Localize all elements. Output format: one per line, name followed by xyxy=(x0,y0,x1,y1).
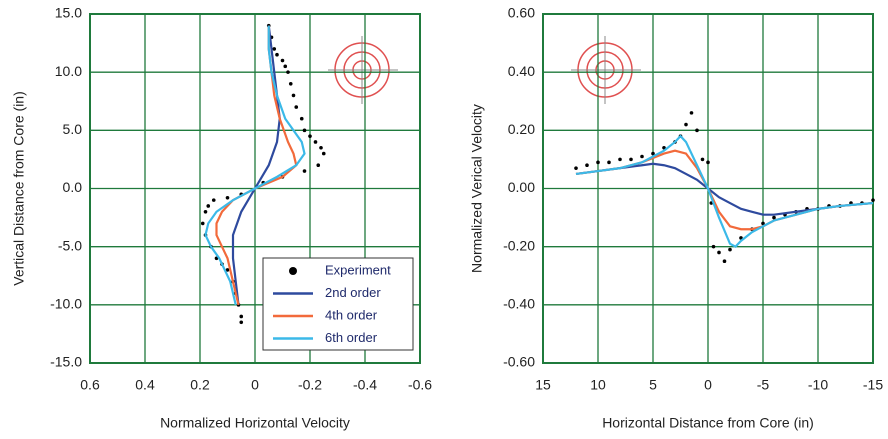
data-point xyxy=(200,221,205,226)
series-line xyxy=(231,25,281,305)
data-point xyxy=(211,198,216,202)
data-point xyxy=(206,204,211,208)
series-line xyxy=(204,25,306,306)
data-point xyxy=(618,157,622,162)
legend-marker xyxy=(289,267,297,275)
series-line xyxy=(575,162,874,216)
data-point xyxy=(302,169,307,173)
data-point xyxy=(585,163,589,168)
data-point xyxy=(772,215,776,220)
data-point xyxy=(319,145,323,150)
data-point xyxy=(225,268,230,272)
x-tick-label: 15 xyxy=(535,377,551,393)
y-tick-label: 0.60 xyxy=(508,5,535,21)
data-point xyxy=(291,93,296,98)
data-point xyxy=(651,151,655,156)
data-point xyxy=(629,157,633,162)
x-tick-label: -5 xyxy=(757,377,770,393)
data-point xyxy=(316,163,321,168)
data-point xyxy=(239,314,244,319)
legend-label: 2nd order xyxy=(325,285,381,300)
data-point xyxy=(313,140,318,144)
legend-box xyxy=(262,257,414,351)
data-point xyxy=(695,128,699,133)
plot-frame xyxy=(89,13,421,364)
x-tick-label: 0.4 xyxy=(135,377,155,393)
x-tick-label: -0.2 xyxy=(298,377,322,393)
x-axis-label: Normalized Horizontal Velocity xyxy=(160,415,350,431)
data-point xyxy=(239,320,244,325)
data-point xyxy=(871,198,875,202)
data-point xyxy=(294,105,299,109)
data-point xyxy=(706,160,710,165)
data-point xyxy=(288,82,293,86)
y-tick-label: 0.0 xyxy=(63,179,83,195)
plot-frame xyxy=(542,13,874,364)
x-axis-label: Horizontal Distance from Core (in) xyxy=(602,415,814,431)
x-tick-label: 0.6 xyxy=(80,377,100,393)
y-tick-label: -0.20 xyxy=(503,237,535,253)
data-point xyxy=(700,157,705,162)
data-point xyxy=(225,196,230,200)
legend-label: 4th order xyxy=(325,307,378,322)
data-point xyxy=(203,209,208,214)
data-point xyxy=(275,52,279,57)
x-tick-label: -0.6 xyxy=(408,377,432,393)
data-point xyxy=(607,160,611,165)
x-tick-label: 0 xyxy=(704,377,712,393)
data-point xyxy=(321,151,326,156)
y-tick-label: -0.40 xyxy=(503,296,535,312)
x-tick-label: 10 xyxy=(590,377,606,393)
data-point xyxy=(711,244,716,249)
x-tick-label: -0.4 xyxy=(353,377,377,393)
data-point xyxy=(689,111,694,115)
data-point xyxy=(283,64,288,69)
data-point xyxy=(728,247,732,252)
data-point xyxy=(596,160,600,165)
x-tick-label: 0 xyxy=(251,377,259,393)
y-tick-label: -15.0 xyxy=(50,354,82,370)
data-point xyxy=(717,250,721,255)
data-point xyxy=(761,221,765,226)
data-point xyxy=(308,134,312,138)
y-axis-label: Vertical Distance from Core (in) xyxy=(11,91,27,286)
y-tick-label: 5.0 xyxy=(63,121,83,137)
legend-label: Experiment xyxy=(325,262,391,277)
series-line xyxy=(215,25,298,306)
data-point xyxy=(280,58,285,63)
x-tick-label: 5 xyxy=(649,377,657,393)
data-point xyxy=(684,122,688,127)
data-point xyxy=(272,47,277,51)
data-point xyxy=(640,154,644,159)
y-tick-label: 15.0 xyxy=(55,5,82,21)
y-tick-label: 0.40 xyxy=(508,63,535,79)
x-tick-label: 0.2 xyxy=(190,377,210,393)
data-point xyxy=(722,259,727,264)
y-axis-label: Normalized Verical Velocity xyxy=(469,104,485,273)
x-tick-label: -15 xyxy=(863,377,883,393)
data-point xyxy=(286,70,290,74)
data-point xyxy=(299,116,304,121)
y-tick-label: 0.00 xyxy=(508,179,535,195)
legend-label: 6th order xyxy=(325,330,378,345)
inset-icon xyxy=(571,36,641,104)
y-tick-label: 0.20 xyxy=(508,121,535,137)
y-tick-label: 10.0 xyxy=(55,63,82,79)
y-tick-label: -0.60 xyxy=(503,354,535,370)
series-line xyxy=(575,134,874,249)
inset-icon xyxy=(328,36,398,104)
data-point xyxy=(574,166,578,170)
y-tick-label: -5.0 xyxy=(58,237,82,253)
series-line xyxy=(575,149,874,231)
x-tick-label: -10 xyxy=(808,377,828,393)
data-point xyxy=(302,128,307,133)
y-tick-label: -10.0 xyxy=(50,296,82,312)
